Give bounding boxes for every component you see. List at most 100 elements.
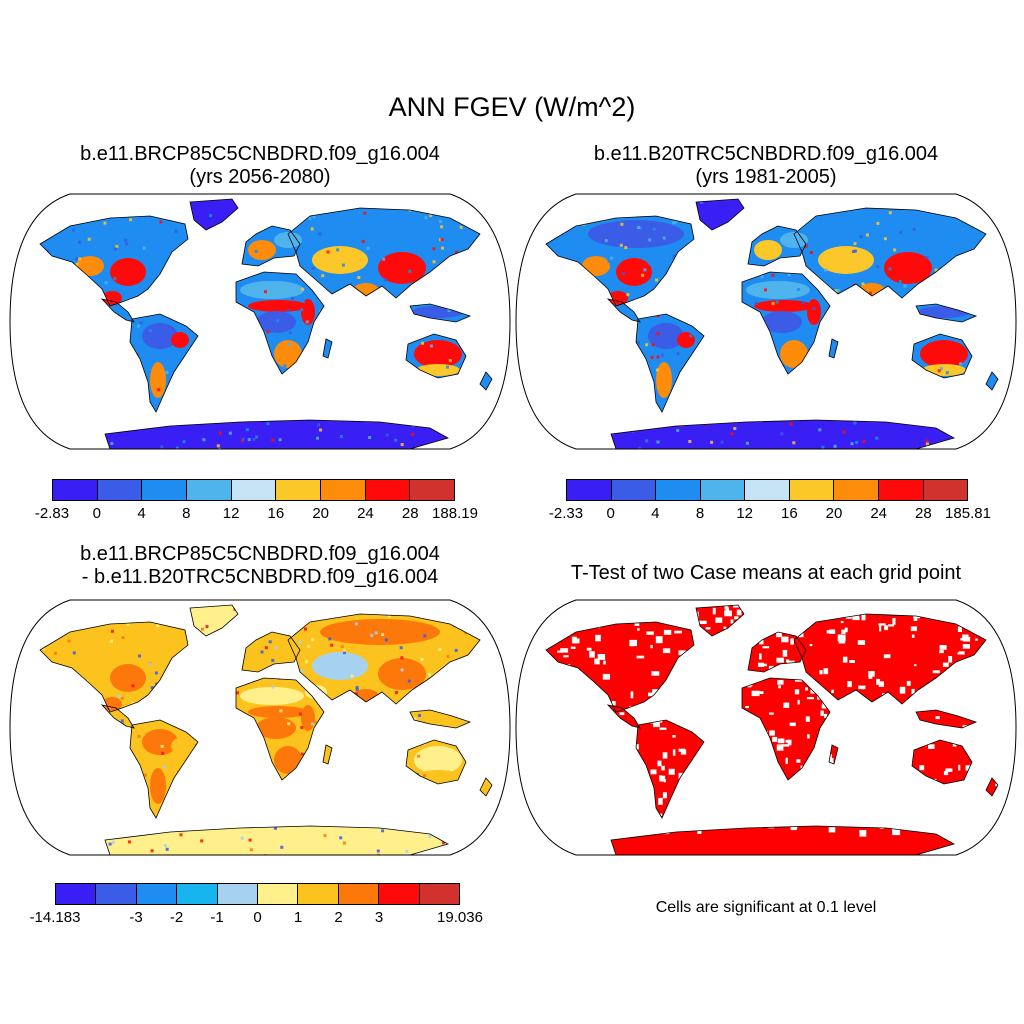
region-siberia [826,213,946,239]
colorbar-tick-label: 19.036 [437,909,483,926]
region-us-west [582,256,610,276]
region-congo [256,311,296,333]
map-panel4-ttest [515,599,1017,856]
region-europe-west [248,646,276,666]
coastline-indonesia [915,303,978,323]
colorbar-swatch [834,480,879,500]
region-amazon [142,729,178,755]
coastline-africa [235,271,325,375]
region-sahel [248,706,308,718]
coastline-australia [405,739,467,785]
coastline-central-america [606,298,641,323]
land-fill [40,605,492,855]
colorbar-swatch [419,884,460,904]
colorbar-swatch [878,480,924,500]
coastline-north-america [545,215,695,307]
colorbar-tick-label: 0 [92,505,101,522]
colorbar-swatch [136,884,178,904]
coastline-europe [241,225,301,267]
region-greenland [190,199,238,230]
colorbar-swatch [231,480,277,500]
colorbar-tick-label: 24 [870,505,887,522]
colorbar-tick-label: 12 [736,505,753,522]
significance-note: Cells are significant at 0.1 level [655,899,877,916]
coastline-madagascar [828,744,839,765]
region-central-asia [818,246,874,274]
colorbar-swatch [53,480,98,500]
region-europe-west [248,240,276,260]
colorbar-tick-label: 8 [182,505,191,522]
colorbar-swatch [789,480,835,500]
colorbar-tick-label: -2.33 [548,505,584,522]
map-panel1-case [9,193,511,450]
region-congo [256,717,296,739]
colorbar-panel3 [55,883,460,905]
region-southern-africa [274,340,302,368]
panel2-title-line1: b.e11.B20TRC5CNBDRD.f09_g16.004 [593,143,939,165]
coastline-africa [235,677,325,781]
map-border [9,599,511,856]
region-greenland [696,199,744,230]
coastline-central-america [100,704,135,729]
colorbar-tick-label: 2 [334,909,343,926]
region-russia-europe [780,232,808,248]
coastline-asia [793,613,987,705]
panel1-title: b.e11.BRCP85C5CNBDRD.f09_g16.004 (yrs 20… [10,143,510,189]
region-sahara [240,687,304,705]
region-mexico [608,291,628,305]
colorbar-tick-label: 12 [222,505,240,522]
region-india [352,689,380,707]
region-china [378,658,426,690]
colorbar-tick-label: 8 [695,505,705,522]
coastline-central-america [100,298,135,323]
region-us-east [110,258,146,286]
region-australia-rim [416,770,460,782]
land-fill [546,199,998,449]
colorbar-swatch [177,884,218,904]
region-congo [762,311,802,333]
region-east-africa [807,299,821,325]
colorbar-tick-label: 4 [651,505,660,522]
land-fill [40,199,492,449]
region-central-asia [312,652,368,680]
colorbar-swatch [298,884,339,904]
coastline-africa [741,677,831,781]
coastline-asia [287,613,481,705]
region-australia-rim [416,364,460,376]
coastline-north-america [39,215,189,307]
region-se-asia [918,306,970,318]
panel4-title: T-Test of two Case means at each grid po… [516,562,1016,585]
coastline-australia [911,333,973,379]
colorbar-swatch [338,884,380,904]
colorbar-tick-label: -1 [210,909,224,926]
colorbar-tick-label: -3 [129,909,143,926]
region-china [378,252,426,284]
region-canada [588,220,684,248]
colorbar-swatch [321,480,366,500]
coastline-north-america [39,621,189,713]
colorbar-tick-label: 20 [312,505,329,522]
region-us-west [76,256,104,276]
region-canada [82,626,178,654]
coastline-new-zealand [479,371,493,391]
colorbar-tick-label: 1 [293,909,303,926]
region-siberia [320,619,440,645]
region-southern-africa [274,746,302,774]
coastline-indonesia [915,709,978,729]
figure-title: ANN FGEV (W/m^2) [388,92,636,122]
colorbar-swatch [56,884,97,904]
colorbar-swatch [745,480,790,500]
region-se-asia [412,306,464,318]
region-russia-europe [274,638,302,654]
region-se-asia [412,712,464,724]
panel2-title-line2: (yrs 1981-2005) [695,166,837,188]
colorbar-tick-label: -14.183 [29,909,81,926]
coastline-indonesia [409,709,472,729]
colorbar-tick-label: 188.19 [432,505,478,522]
region-australia-rim [922,364,966,376]
map-panel3-difference [9,599,511,856]
colorbar-tick-label: 24 [357,505,374,522]
region-sahel [248,300,308,312]
region-amazon [648,323,684,349]
region-brazil-east [171,738,189,754]
